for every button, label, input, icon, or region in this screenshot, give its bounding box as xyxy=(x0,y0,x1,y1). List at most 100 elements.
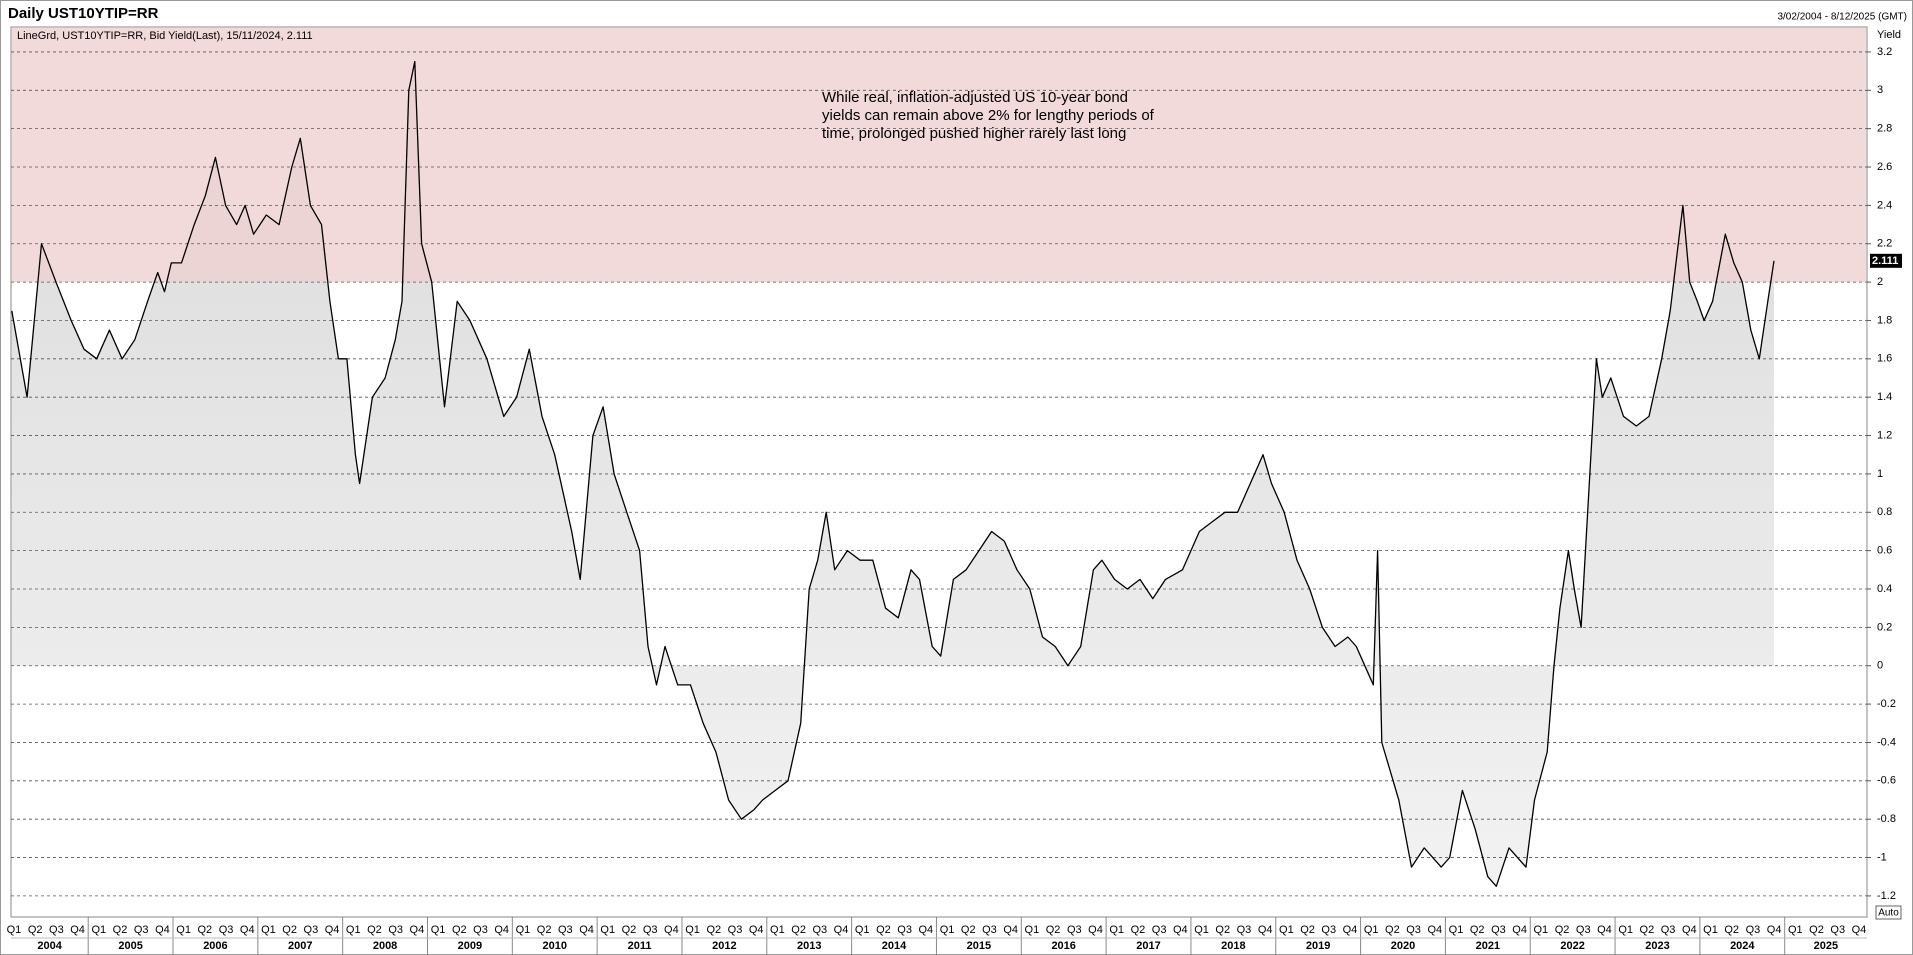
y-tick-label: 0.2 xyxy=(1877,621,1892,633)
quarter-label: Q2 xyxy=(282,924,297,936)
y-tick-label: 2 xyxy=(1877,276,1883,288)
quarter-label: Q2 xyxy=(1809,924,1824,936)
quarter-label: Q3 xyxy=(897,924,912,936)
quarter-label: Q2 xyxy=(537,924,552,936)
quarter-label: Q2 xyxy=(367,924,382,936)
quarter-label: Q4 xyxy=(919,924,934,936)
y-tick-label: -1.2 xyxy=(1877,890,1896,902)
quarter-label: Q2 xyxy=(1300,924,1315,936)
quarter-label: Q3 xyxy=(1406,924,1421,936)
quarter-label: Q1 xyxy=(1449,924,1464,936)
year-label: 2004 xyxy=(37,940,62,952)
quarter-label: Q1 xyxy=(7,924,22,936)
chart-title: Daily UST10YTIP=RR xyxy=(8,5,159,22)
year-label: 2020 xyxy=(1391,940,1415,952)
y-tick-label: 1.4 xyxy=(1877,391,1892,403)
highlight-zone xyxy=(12,28,1866,283)
quarter-label: Q1 xyxy=(1618,924,1633,936)
quarter-label: Q2 xyxy=(197,924,212,936)
year-label: 2009 xyxy=(458,940,482,952)
y-tick-label: 2.6 xyxy=(1877,161,1892,173)
y-tick-label: 1.6 xyxy=(1877,353,1892,365)
year-label: 2024 xyxy=(1730,940,1755,952)
quarter-label: Q2 xyxy=(113,924,128,936)
quarter-label: Q1 xyxy=(940,924,955,936)
quarter-label: Q3 xyxy=(728,924,743,936)
year-label: 2019 xyxy=(1306,940,1330,952)
quarter-label: Q4 xyxy=(579,924,594,936)
quarter-label: Q1 xyxy=(600,924,615,936)
quarter-label: Q4 xyxy=(1173,924,1188,936)
quarter-label: Q4 xyxy=(1682,924,1697,936)
quarter-label: Q2 xyxy=(1555,924,1570,936)
year-label: 2023 xyxy=(1645,940,1669,952)
y-tick-label: 1.2 xyxy=(1877,429,1892,441)
y-axis-label: Yield xyxy=(1877,29,1901,41)
quarter-label: Q1 xyxy=(91,924,106,936)
annotation: While real, inflation-adjusted US 10-yea… xyxy=(822,89,1128,106)
quarter-label: Q3 xyxy=(1152,924,1167,936)
quarter-label: Q2 xyxy=(961,924,976,936)
y-tick-label: 0.8 xyxy=(1877,506,1892,518)
quarter-label: Q3 xyxy=(982,924,997,936)
quarter-label: Q3 xyxy=(1491,924,1506,936)
quarter-label: Q3 xyxy=(219,924,234,936)
quarter-label: Q1 xyxy=(1533,924,1548,936)
quarter-label: Q4 xyxy=(1427,924,1442,936)
year-label: 2014 xyxy=(882,940,907,952)
quarter-label: Q2 xyxy=(876,924,891,936)
y-tick-label: 0.4 xyxy=(1877,583,1892,595)
quarter-label: Q4 xyxy=(1343,924,1358,936)
quarter-label: Q3 xyxy=(1661,924,1676,936)
quarter-label: Q1 xyxy=(1194,924,1209,936)
quarter-label: Q3 xyxy=(1830,924,1845,936)
quarter-label: Q4 xyxy=(834,924,849,936)
quarter-label: Q3 xyxy=(304,924,319,936)
auto-button[interactable] xyxy=(1875,905,1902,920)
quarter-label: Q4 xyxy=(1597,924,1612,936)
quarter-label: Q2 xyxy=(1215,924,1230,936)
quarter-label: Q2 xyxy=(706,924,721,936)
quarter-label: Q3 xyxy=(558,924,573,936)
year-label: 2015 xyxy=(967,940,991,952)
year-label: 2017 xyxy=(1136,940,1160,952)
quarter-label: Q4 xyxy=(1258,924,1273,936)
date-range: 3/02/2004 - 8/12/2025 (GMT) xyxy=(1777,12,1907,23)
quarter-label: Q1 xyxy=(1703,924,1718,936)
year-label: 2008 xyxy=(373,940,397,952)
quarter-label: Q3 xyxy=(1067,924,1082,936)
quarter-label: Q1 xyxy=(1109,924,1124,936)
y-tick-label: 2.8 xyxy=(1877,123,1892,135)
quarter-label: Q4 xyxy=(1088,924,1103,936)
quarter-label: Q3 xyxy=(49,924,64,936)
quarter-label: Q1 xyxy=(1025,924,1040,936)
quarter-label: Q4 xyxy=(1852,924,1867,936)
quarter-label: Q3 xyxy=(812,924,827,936)
year-label: 2012 xyxy=(712,940,736,952)
quarter-label: Q1 xyxy=(261,924,276,936)
quarter-label: Q2 xyxy=(791,924,806,936)
y-tick-label: -0.6 xyxy=(1877,775,1896,787)
year-label: 2016 xyxy=(1051,940,1075,952)
quarter-label: Q1 xyxy=(176,924,191,936)
y-tick-label: 3 xyxy=(1877,84,1883,96)
quarter-label: Q4 xyxy=(1512,924,1527,936)
annotation: time, prolonged pushed higher rarely las… xyxy=(822,125,1126,142)
quarter-label: Q1 xyxy=(1279,924,1294,936)
auto-button-label[interactable]: Auto xyxy=(1878,908,1899,919)
y-tick-label: 1.8 xyxy=(1877,314,1892,326)
quarter-label: Q1 xyxy=(1364,924,1379,936)
quarter-label: Q3 xyxy=(1237,924,1252,936)
quarter-label: Q2 xyxy=(1046,924,1061,936)
quarter-label: Q4 xyxy=(664,924,679,936)
year-label: 2021 xyxy=(1476,940,1500,952)
y-tick-label: -1 xyxy=(1877,851,1887,863)
quarter-label: Q3 xyxy=(1746,924,1761,936)
quarter-label: Q2 xyxy=(28,924,43,936)
quarter-label: Q1 xyxy=(1788,924,1803,936)
area xyxy=(11,61,1774,887)
quarter-label: Q2 xyxy=(452,924,467,936)
quarter-label: Q4 xyxy=(240,924,255,936)
year-label: 2010 xyxy=(542,940,566,952)
